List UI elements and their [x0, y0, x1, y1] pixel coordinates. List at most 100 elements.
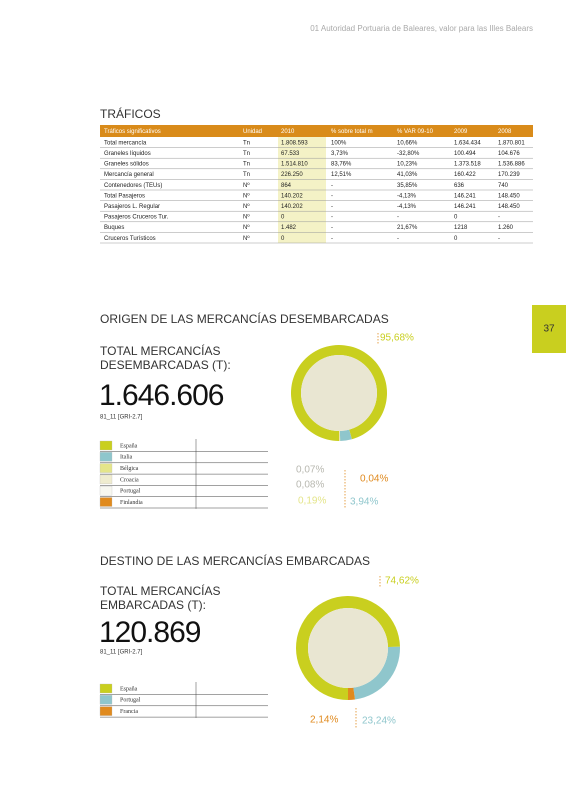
legend-label: Portugal: [120, 698, 141, 704]
value-label: 0,07%: [296, 465, 324, 476]
table-cell: -: [331, 183, 333, 189]
table-cell: 10,23%: [397, 162, 418, 168]
table-cell: 100%: [331, 140, 347, 146]
table-header-cell: Unidad: [243, 129, 262, 135]
table-header-bg: [100, 125, 533, 137]
table-cell: 1.482: [281, 225, 297, 231]
table-cell: Total Pasajeros: [104, 193, 145, 199]
value-label: 3,94%: [350, 497, 378, 508]
table-cell: 1.260: [498, 225, 514, 231]
table-cell: Mercancía general: [104, 172, 154, 178]
total-label: TOTAL MERCANCÍAS: [100, 343, 220, 358]
table-cell: Tn: [243, 172, 250, 178]
table-cell: 21,67%: [397, 225, 418, 231]
table-cell: 0: [281, 215, 285, 221]
value-label: 2,14%: [310, 715, 338, 726]
table-cell: 140.202: [281, 204, 303, 210]
donut-center: [308, 608, 388, 688]
table-cell: 1.536.886: [498, 162, 525, 168]
table-cell: 160.422: [454, 172, 476, 178]
table-cell: Tn: [243, 140, 250, 146]
value-label: 0,19%: [298, 496, 326, 507]
table-cell: 83,76%: [331, 162, 352, 168]
table-cell: 3,73%: [331, 151, 349, 157]
table-cell: 146.241: [454, 193, 476, 199]
table-cell: 140.202: [281, 193, 303, 199]
table-cell: 67.533: [281, 151, 300, 157]
table-cell: Nº: [243, 203, 250, 210]
table-cell: 740: [498, 183, 509, 189]
table-cell: Nº: [243, 235, 250, 242]
table-cell: Cruceros Turísticos: [104, 236, 156, 242]
table-cell: Nº: [243, 214, 250, 221]
table-cell: -: [331, 204, 333, 210]
table-cell: -: [397, 236, 399, 242]
table-cell: 0: [454, 215, 458, 221]
value-label: 95,68%: [380, 333, 414, 344]
table-cell: Graneles líquidos: [104, 151, 151, 157]
total-label: TOTAL MERCANCÍAS: [100, 583, 220, 598]
legend-swatch: [99, 474, 113, 485]
table-cell: -: [331, 236, 333, 242]
table-cell: 864: [281, 183, 292, 189]
table-cell: Buques: [104, 225, 124, 231]
page-number: 37: [543, 324, 555, 335]
table-cell: Contenedores (TEUs): [104, 183, 162, 189]
value-label: 0,08%: [296, 480, 324, 491]
value-label: 23,24%: [362, 716, 396, 727]
table-cell: 1.634.434: [454, 140, 481, 146]
reference: 81_11 [GRI-2.7]: [100, 415, 143, 421]
legend-label: Bélgica: [120, 466, 139, 472]
running-header: 01 Autoridad Portuaria de Baleares, valo…: [310, 24, 533, 33]
table-cell: 170.239: [498, 172, 520, 178]
table-cell: Nº: [243, 224, 250, 231]
table-cell: 1218: [454, 225, 468, 231]
table-cell: -: [397, 215, 399, 221]
table-cell: -4,13%: [397, 193, 417, 199]
table-cell: Nº: [243, 182, 250, 189]
table-cell: 1.808.593: [281, 140, 308, 146]
value-label: 0,04%: [360, 474, 388, 485]
total-value: 120.869: [99, 616, 201, 649]
legend-swatch: [99, 440, 113, 451]
page-tab: [532, 305, 566, 353]
table-cell: 1.514.810: [281, 162, 308, 168]
table-cell: Tn: [243, 162, 250, 168]
table-cell: Graneles sólidos: [104, 162, 149, 168]
table-cell: -: [331, 215, 333, 221]
table-header-cell: % sobre total m: [331, 129, 373, 135]
value-label: 74,62%: [385, 576, 419, 587]
table-cell: 10,66%: [397, 140, 418, 146]
table-header-cell: Tráficos significativos: [104, 129, 161, 135]
legend-label: Croacia: [120, 477, 139, 483]
table-cell: -: [331, 225, 333, 231]
donut-center: [301, 355, 377, 431]
table-cell: -4,13%: [397, 204, 417, 210]
legend-label: Portugal: [120, 489, 141, 495]
table-cell: 41,03%: [397, 172, 418, 178]
total-label: DESEMBARCADAS (T):: [100, 358, 231, 372]
total-value: 1.646.606: [99, 379, 224, 412]
table-cell: 1.373.518: [454, 162, 481, 168]
table-cell: Tn: [243, 151, 250, 157]
donut-segment: [339, 429, 352, 441]
legend-label: España: [120, 686, 138, 692]
table-cell: Pasajeros Cruceros Tur.: [104, 215, 169, 221]
section-title: ORIGEN DE LAS MERCANCÍAS DESEMBARCADAS: [100, 311, 389, 326]
table-cell: 148.450: [498, 204, 520, 210]
section-title: TRÁFICOS: [100, 106, 161, 121]
table-cell: 636: [454, 183, 465, 189]
donut-segment: [348, 687, 355, 700]
table-cell: 12,51%: [331, 172, 352, 178]
table-cell: -: [498, 215, 500, 221]
table-cell: 146.241: [454, 204, 476, 210]
table-header-cell: 2008: [498, 129, 512, 135]
table-header-cell: % VAR 09-10: [397, 129, 434, 135]
table-header-cell: 2010: [281, 129, 295, 135]
table-cell: 226.250: [281, 172, 303, 178]
legend-swatch: [99, 463, 113, 473]
table-cell: 0: [454, 236, 458, 242]
table-cell: Pasajeros L. Regular: [104, 204, 160, 210]
table-cell: Nº: [243, 192, 250, 199]
legend-label: España: [120, 443, 138, 449]
